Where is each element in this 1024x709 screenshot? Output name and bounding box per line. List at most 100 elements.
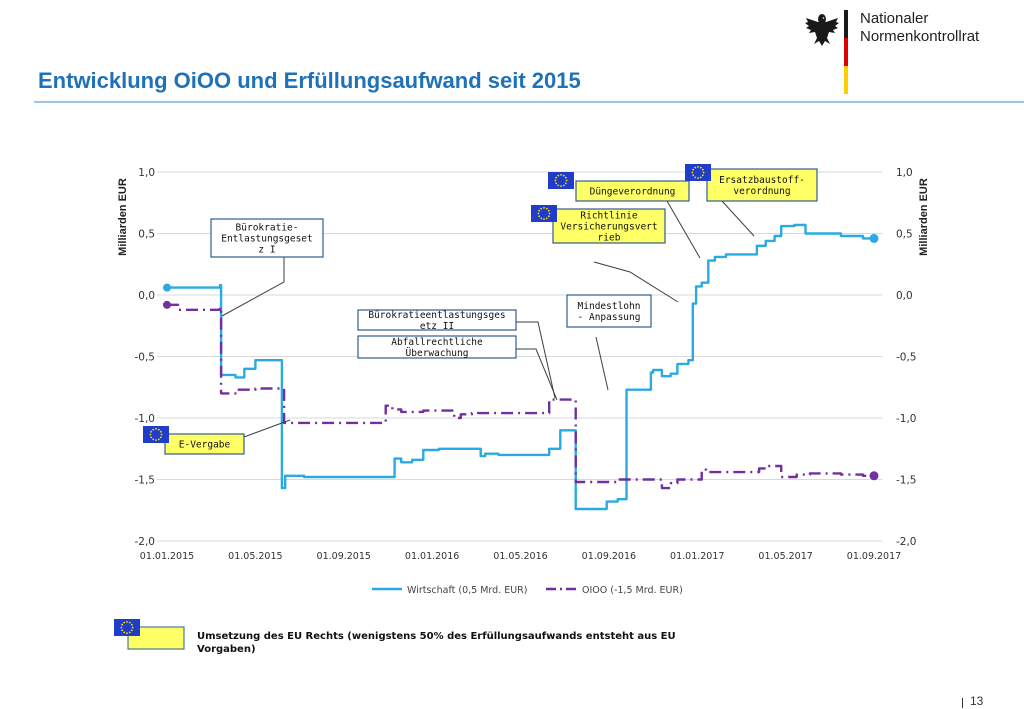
- eu-star: [557, 174, 560, 177]
- eu-star: [694, 176, 697, 179]
- eu-star: [702, 171, 705, 174]
- eu-star: [692, 168, 695, 171]
- eu-star: [149, 433, 152, 436]
- callout-label: Ersatzbaustoff-verordnung: [719, 175, 805, 197]
- eu-star: [565, 179, 568, 182]
- eu-star: [130, 629, 133, 632]
- eu-star: [555, 182, 558, 185]
- eu-star: [699, 166, 702, 169]
- y-axis-label-left: Milliarden EUR: [117, 178, 129, 256]
- callout-label: E-Vergabe: [179, 440, 231, 451]
- x-tick-label: 01.05.2016: [493, 551, 547, 562]
- footnote-swatch: [127, 626, 185, 650]
- callout-box: [164, 433, 245, 455]
- eu-flag-icon: [143, 426, 169, 443]
- y-tick-label: 0,5: [896, 229, 913, 241]
- callout-connector: [243, 419, 291, 438]
- callout-duenge: Düngeverordnung: [548, 172, 701, 259]
- eu-star: [543, 218, 545, 221]
- eu-star: [557, 184, 560, 187]
- chart-legend: Wirtschaft (0,5 Mrd. EUR) OIOO (-1,5 Mrd…: [372, 585, 683, 596]
- callout-box: [566, 294, 652, 328]
- callout-connector: [721, 200, 755, 237]
- callout-evergabe: E-Vergabe: [143, 419, 291, 455]
- eu-star: [547, 215, 550, 218]
- footnote-legend: Umsetzung des EU Rechts (wenigstens 50% …: [114, 619, 676, 655]
- series-end-marker: [869, 471, 879, 481]
- x-axis: 01.01.2015 01.05.2015 01.09.2015 01.01.2016…: [140, 551, 901, 562]
- eu-star: [543, 206, 545, 209]
- eu-star: [123, 621, 126, 624]
- eu-star: [564, 176, 567, 179]
- eu-star: [540, 207, 543, 210]
- y-tick-label: -1,0: [896, 413, 917, 425]
- eu-flag-icon: [531, 205, 557, 222]
- eu-star: [126, 620, 128, 623]
- callout-mindestlohn: Mindestlohn - Anpassung: [566, 294, 652, 391]
- eu-star: [123, 631, 126, 634]
- x-tick-label: 01.05.2017: [758, 551, 812, 562]
- eu-star: [548, 212, 551, 215]
- eu-star: [547, 209, 550, 212]
- eu-star: [545, 207, 548, 210]
- callout-box: [210, 218, 324, 258]
- callout-connector: [516, 321, 556, 399]
- y-tick-label: -0,5: [896, 352, 917, 364]
- y-tick-label: 0,5: [138, 229, 155, 241]
- eu-flag-field: [531, 205, 557, 222]
- callout-connector: [595, 336, 609, 391]
- callout-abfall: Abfallrechtliche Überwachung: [357, 335, 558, 401]
- y-tick-label: -1,5: [896, 475, 917, 487]
- callout-label: Düngeverordnung: [590, 187, 676, 198]
- x-tick-label: 01.09.2017: [847, 551, 901, 562]
- callout-buerokratie2: Bürokratieentlastungsges etz II: [357, 309, 556, 399]
- x-tick-label: 01.09.2015: [317, 551, 371, 562]
- eu-star: [538, 215, 541, 218]
- eu-star: [128, 631, 131, 634]
- eu-flag-field: [548, 172, 574, 189]
- eu-star: [697, 165, 699, 168]
- callout-connector: [666, 200, 701, 259]
- eu-star: [701, 174, 704, 177]
- callout-connector: [593, 261, 679, 303]
- flag-stripe: [844, 10, 848, 94]
- y-tick-label: 0,0: [896, 290, 913, 302]
- callout-box: [357, 335, 517, 359]
- callout-box: [357, 309, 517, 331]
- callout-label: Abfallrechtliche Überwachung: [391, 337, 483, 359]
- x-tick-label: 01.09.2016: [582, 551, 636, 562]
- eu-flag-icon: [685, 164, 711, 181]
- page-separator: [962, 698, 963, 708]
- eu-flag-icon: [114, 619, 140, 636]
- y-tick-label: -1,5: [135, 475, 156, 487]
- callout-label: Mindestlohn - Anpassung: [578, 301, 641, 323]
- eu-star: [155, 439, 157, 442]
- legend-label-oioo: OIOO (-1,5 Mrd. EUR): [582, 585, 683, 596]
- eu-flag-field: [685, 164, 711, 181]
- org-name-line1: Nationaler: [860, 10, 929, 27]
- eu-star: [157, 428, 160, 431]
- callout-box: [552, 208, 666, 244]
- eu-star: [120, 626, 123, 629]
- eu-star: [562, 174, 565, 177]
- callout-ersatz: Ersatzbaustoff-verordnung: [685, 164, 818, 237]
- eu-star: [128, 621, 131, 624]
- eu-star: [121, 629, 124, 632]
- eu-star: [159, 430, 162, 433]
- series-line-wirtschaft: [167, 223, 874, 511]
- callout-box: [706, 168, 818, 202]
- callout-box: [575, 180, 690, 202]
- eu-star: [540, 217, 543, 220]
- series-start-marker: [163, 300, 171, 309]
- callout-buerokratie1: Bürokratie-Entlastungsgeset z I: [210, 218, 324, 317]
- eu-star: [701, 168, 704, 171]
- callout-connector: [221, 257, 285, 317]
- eu-star: [155, 427, 157, 430]
- eu-star: [692, 174, 695, 177]
- eu-star: [694, 166, 697, 169]
- federal-eagle-icon: [805, 14, 839, 46]
- eu-star: [555, 176, 558, 179]
- eu-star: [126, 632, 128, 635]
- x-tick-label: 01.01.2016: [405, 551, 459, 562]
